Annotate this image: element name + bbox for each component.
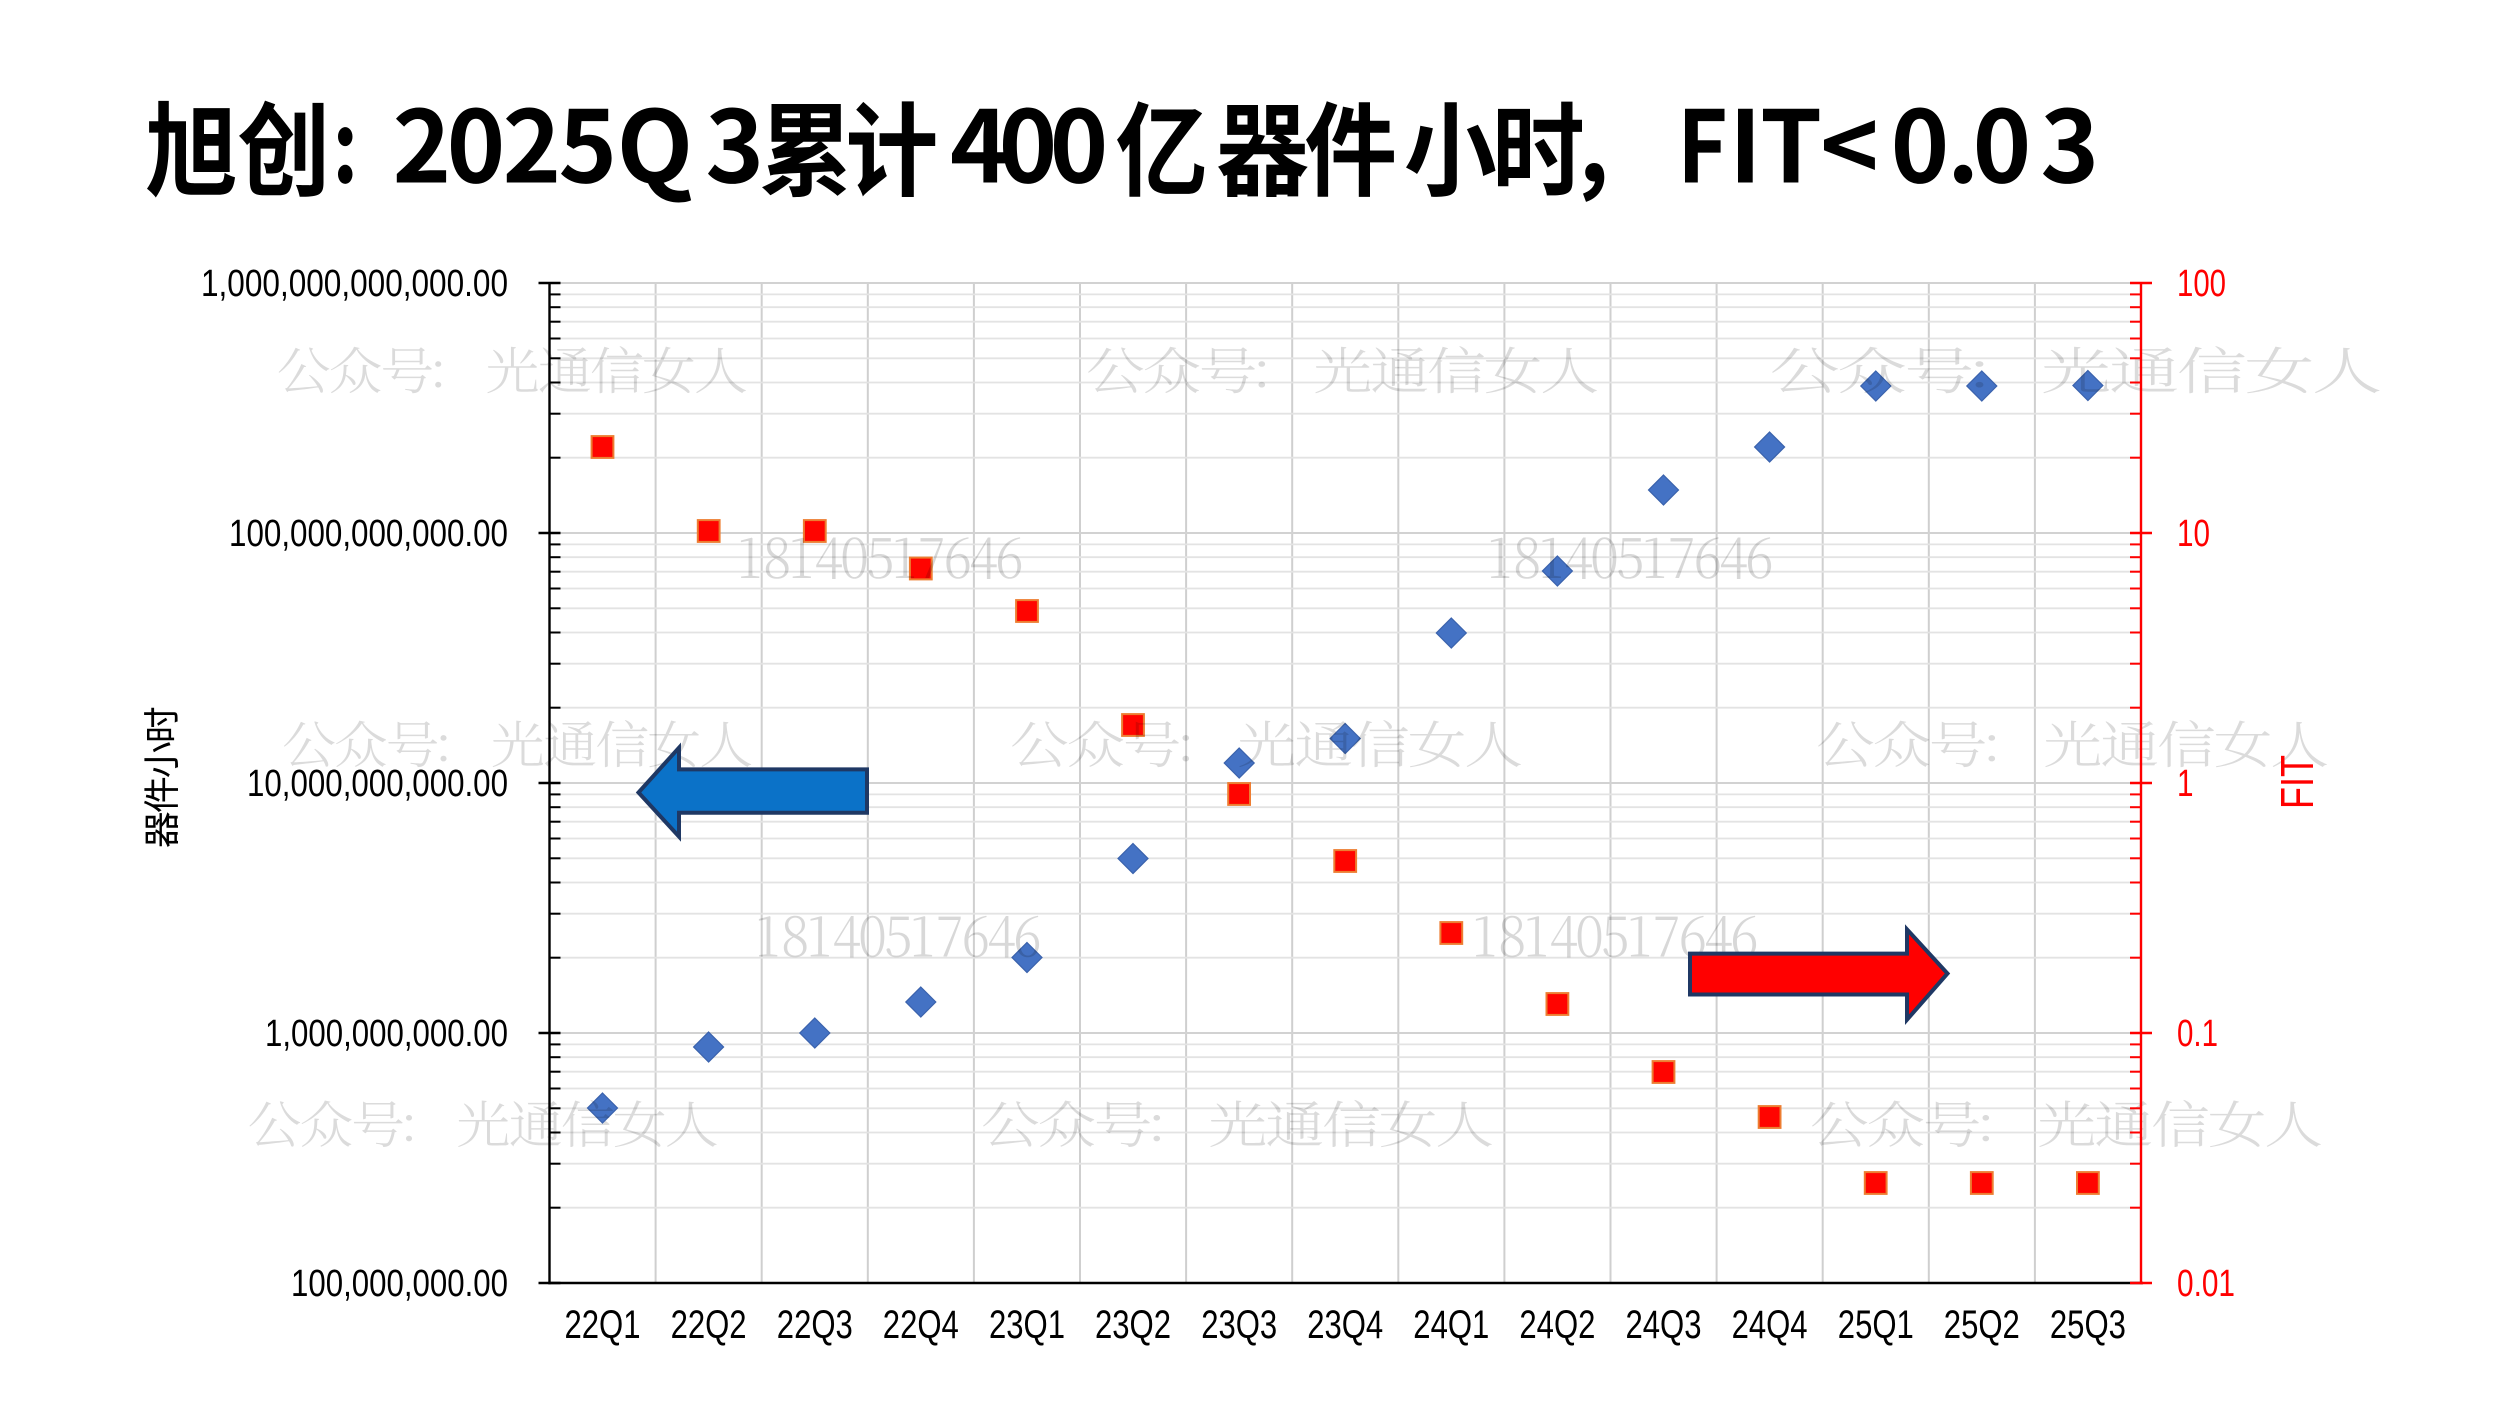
- svg-text:100,000,000,000.00: 100,000,000,000.00: [229, 513, 508, 555]
- svg-text:23Q1: 23Q1: [989, 1303, 1065, 1347]
- svg-text:24Q4: 24Q4: [1732, 1303, 1808, 1347]
- svg-text:25Q2: 25Q2: [1944, 1303, 2020, 1347]
- svg-text:25Q3: 25Q3: [2050, 1303, 2126, 1347]
- svg-text:1,000,000,000,000.00: 1,000,000,000,000.00: [201, 263, 508, 305]
- svg-text:1,000,000,000.00: 1,000,000,000.00: [265, 1013, 508, 1055]
- svg-text:22Q2: 22Q2: [671, 1303, 747, 1347]
- svg-text:1: 1: [2177, 763, 2194, 805]
- svg-text:100: 100: [2177, 263, 2226, 305]
- svg-text:22Q3: 22Q3: [777, 1303, 853, 1347]
- svg-text:24Q3: 24Q3: [1626, 1303, 1702, 1347]
- svg-text:10,000,000,000.00: 10,000,000,000.00: [247, 763, 508, 805]
- svg-text:24Q2: 24Q2: [1519, 1303, 1595, 1347]
- svg-text:10: 10: [2177, 513, 2210, 555]
- svg-text:FIT: FIT: [2271, 755, 2323, 809]
- svg-text:23Q2: 23Q2: [1095, 1303, 1171, 1347]
- svg-text:0.01: 0.01: [2177, 1263, 2235, 1305]
- svg-text:22Q4: 22Q4: [883, 1303, 959, 1347]
- svg-text:23Q3: 23Q3: [1201, 1303, 1277, 1347]
- svg-text:22Q1: 22Q1: [565, 1303, 641, 1347]
- svg-text:0.1: 0.1: [2177, 1013, 2218, 1055]
- svg-text:24Q1: 24Q1: [1413, 1303, 1489, 1347]
- svg-text:25Q1: 25Q1: [1838, 1303, 1914, 1347]
- svg-text:23Q4: 23Q4: [1307, 1303, 1383, 1347]
- svg-text:100,000,000.00: 100,000,000.00: [291, 1263, 508, 1305]
